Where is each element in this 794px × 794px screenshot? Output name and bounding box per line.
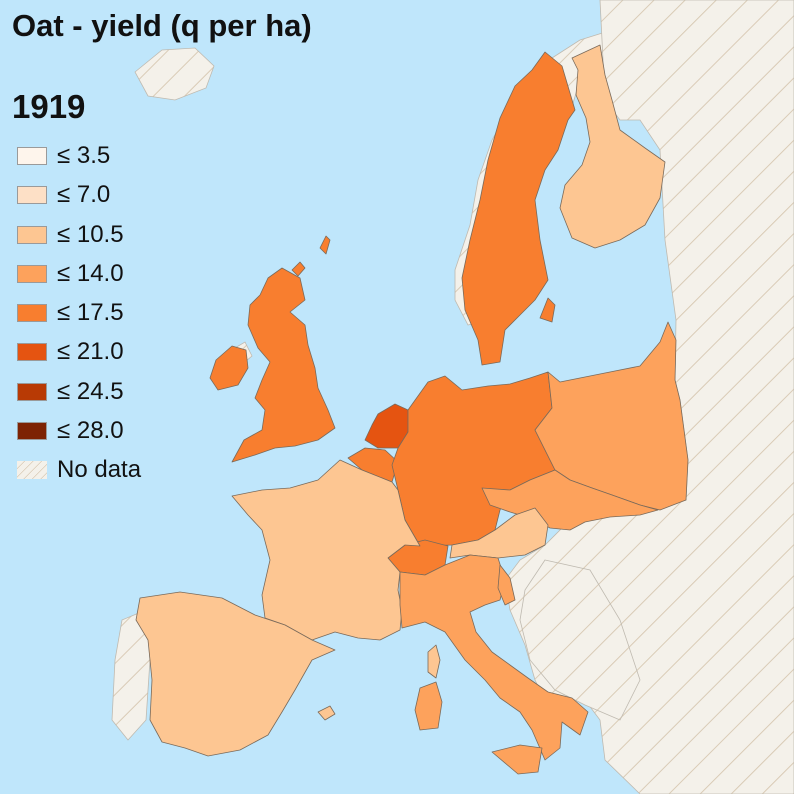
legend-item: ≤ 21.0: [17, 337, 141, 376]
legend-swatch: [17, 225, 47, 244]
legend-item: ≤ 7.0: [17, 180, 141, 219]
legend-item-no-data: No data: [17, 455, 141, 494]
legend-label: ≤ 21.0: [57, 338, 124, 366]
corsica-island: [427, 644, 441, 679]
legend-item: ≤ 24.5: [17, 377, 141, 416]
legend-swatch: [17, 382, 47, 401]
legend-swatch: [17, 422, 47, 441]
istria-region: [497, 564, 516, 606]
balearic-islands: [317, 705, 336, 721]
legend-label: ≤ 28.0: [57, 417, 124, 445]
legend-swatch: [17, 304, 47, 323]
legend-item: ≤ 10.5: [17, 220, 141, 259]
legend-swatch: [17, 343, 47, 362]
legend-swatch-no-data: [17, 461, 47, 480]
legend-label: ≤ 7.0: [57, 181, 111, 209]
sweden-region: [461, 51, 576, 366]
legend-label: ≤ 17.5: [57, 299, 124, 327]
legend-label-no-data: No data: [57, 456, 142, 484]
map-title: Oat - yield (q per ha): [12, 8, 312, 43]
sardinia-island: [414, 681, 443, 731]
balkans-region: [519, 559, 641, 721]
legend-label: ≤ 24.5: [57, 377, 124, 405]
legend-item: ≤ 3.5: [17, 141, 141, 180]
countries: [135, 44, 689, 775]
ireland-region: [209, 345, 249, 391]
spain-region: [135, 591, 336, 757]
legend-label: ≤ 14.0: [57, 259, 124, 287]
map-year: 1919: [12, 88, 86, 125]
poland-region: [534, 321, 689, 511]
iceland-region: [134, 47, 215, 101]
austria-region: [449, 507, 549, 559]
legend-item: ≤ 14.0: [17, 259, 141, 298]
gotland-island: [539, 297, 556, 323]
legend-item: ≤ 17.5: [17, 298, 141, 337]
united-kingdom-region: [231, 267, 336, 463]
legend-swatch: [17, 186, 47, 205]
legend-item: ≤ 28.0: [17, 416, 141, 455]
legend-swatch: [17, 264, 47, 283]
finland-region: [559, 44, 666, 249]
legend-label: ≤ 10.5: [57, 220, 124, 248]
orkney-islands: [291, 261, 306, 277]
legend-label: ≤ 3.5: [57, 142, 111, 169]
france-region: [231, 459, 421, 641]
netherlands-region: [364, 403, 409, 449]
sicily-island: [491, 744, 543, 775]
shetland-islands: [319, 235, 331, 255]
legend: ≤ 3.5 ≤ 7.0 ≤ 10.5 ≤ 14.0 ≤ 17.5 ≤ 21.0 …: [17, 141, 141, 495]
legend-swatch: [17, 147, 47, 165]
